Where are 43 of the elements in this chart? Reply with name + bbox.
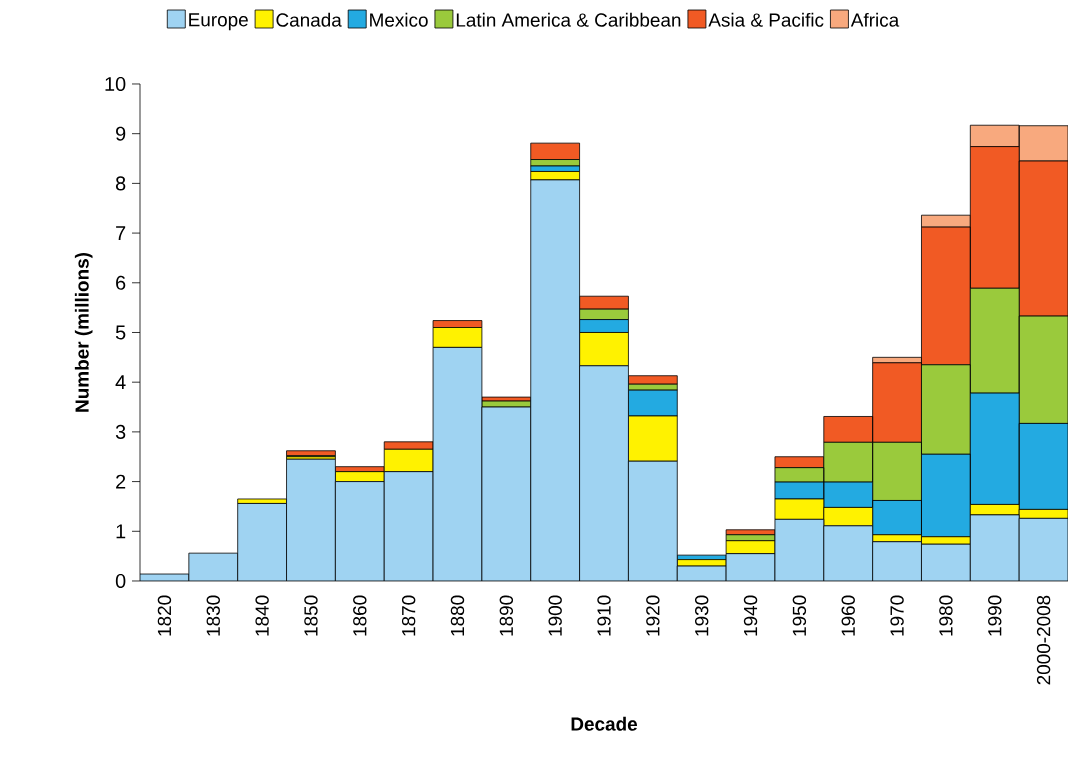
y-tick-label: 7 — [116, 226, 126, 240]
x-tick-label: 1860 — [353, 595, 367, 636]
y-tick-label: 6 — [116, 275, 126, 290]
bar — [530, 142, 580, 160]
x-tick-label: 2000-2008 — [1036, 595, 1051, 685]
y-tick-label: 8 — [115, 176, 126, 191]
x-tick-label: 1820 — [157, 595, 172, 636]
x-tick-label: 1830 — [206, 595, 220, 636]
x-tick-label: 1850 — [304, 595, 318, 636]
x-tick-label: 1970 — [890, 595, 904, 636]
legend-label: Europe — [189, 13, 248, 31]
y-axis-title: Number (millions) — [74, 252, 93, 412]
legend-label: Latin America & Caribbean — [456, 12, 681, 27]
x-tick-label: 1920 — [646, 595, 660, 636]
bar — [579, 319, 629, 333]
x-tick-label: 1940 — [743, 595, 758, 636]
legend-label: Africa — [850, 12, 900, 27]
x-tick-label: 1980 — [939, 595, 953, 636]
x-tick-label: 1870 — [401, 595, 416, 636]
x-tick-label: 1880 — [450, 595, 465, 636]
x-tick-label: 1990 — [988, 595, 1002, 636]
x-tick-label: 1840 — [255, 595, 269, 636]
x-tick-label: 1900 — [548, 595, 562, 636]
x-tick-label: 1950 — [792, 595, 807, 636]
x-tick-label: 1890 — [499, 595, 514, 636]
y-tick-label: 4 — [115, 375, 126, 390]
y-tick-label: 3 — [115, 424, 126, 439]
y-tick-label: 5 — [115, 325, 126, 340]
bar — [628, 375, 678, 385]
y-tick-label: 0 — [115, 573, 126, 589]
y-tick-label: 10 — [105, 76, 126, 92]
x-tick-label: 1910 — [597, 595, 611, 636]
legend-label: Canada — [276, 12, 342, 27]
x-tick-label: 1960 — [841, 595, 855, 636]
x-axis-title: Decade — [571, 716, 638, 731]
y-tick-label: 2 — [116, 474, 126, 489]
bar — [383, 441, 434, 450]
x-tick-label: 1930 — [694, 595, 709, 636]
legend-label: Asia & Pacific — [708, 12, 824, 27]
y-tick-label: 1 — [116, 524, 126, 539]
legend-label: Mexico — [370, 12, 428, 27]
y-tick-label: 9 — [116, 126, 126, 141]
bar — [628, 389, 678, 417]
